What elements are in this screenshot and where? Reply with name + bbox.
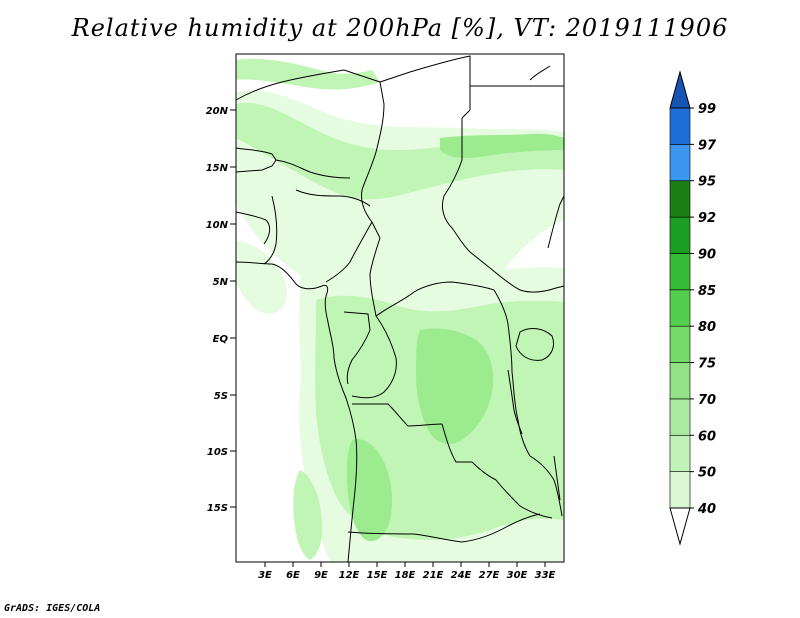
lon-label-3e: 3E [258,570,272,581]
border-drc-east [493,289,531,457]
lon-label-9e: 9E [314,570,328,581]
map-panel [235,53,565,563]
humidity-streak-southwest [293,470,323,560]
colorbar-labels: 40 50 60 70 75 80 85 90 92 95 97 99 [690,102,717,517]
lat-label-10n: 10N [206,220,229,231]
country-borders [235,55,565,563]
colorbar-segment [669,398,691,436]
colorbar-upper-arrow [669,70,691,109]
colorbar-label: 99 [698,102,716,117]
colorbar-label: 70 [698,393,716,408]
border-zambia-zimbabwe [461,513,541,543]
lat-label-eq: EQ [213,334,229,345]
humidity-fill-areas [236,58,564,562]
colorbar-segment [669,434,691,472]
border-sahara-north [235,147,277,173]
latitude-axis: 20N 15N 10N 5N EQ 5S 10S 15S [206,106,236,514]
lon-label-15e: 15E [367,570,388,581]
lon-label-18e: 18E [395,570,416,581]
colorbar-segment [669,180,691,218]
latitude-tick-marks [230,109,236,508]
colorbar-segment [669,289,691,327]
border-car-drc [375,281,495,317]
humidity-streak-south [346,439,392,542]
border-ethiopia-west [547,195,565,249]
border-nigeria-cameroon [325,221,373,283]
colorbar-label: 75 [698,357,716,372]
border-upper-west [235,211,271,245]
colorbar-label: 80 [698,320,716,335]
lat-label-5s: 5S [214,391,228,402]
longitude-tick-marks [264,562,546,567]
coastline-west-africa [235,261,358,563]
border-mali-algeria [235,69,381,101]
lat-label-5n: 5N [213,277,229,288]
coast-red-sea [529,65,551,81]
colorbar-label: 60 [698,429,716,444]
humidity-streak-central [416,328,494,445]
lat-label-10s: 10S [207,447,228,458]
lon-label-21e: 21E [423,570,444,581]
lon-label-6e: 6E [286,570,300,581]
colorbar-label: 90 [698,247,716,262]
colorbar-segment [669,144,691,182]
lake-tanganyika [507,369,523,435]
border-sudan-south [489,267,565,293]
map-title: Relative humidity at 200hPa [%], VT: 201… [71,14,729,42]
humidity-streak-west [236,240,287,314]
lat-label-15n: 15N [206,163,229,174]
colorbar-label: 40 [697,502,716,517]
colorbar-label: 85 [698,284,716,299]
border-libya-chad [379,55,471,119]
lon-label-12e: 12E [339,570,360,581]
border-zambia-south [495,479,553,519]
colorbar-segment [669,471,691,509]
border-algeria-niger [361,81,385,239]
colorbar-segment [669,107,691,145]
lon-label-33e: 33E [535,570,556,581]
border-angola-namibia [347,531,463,543]
colorbar-lower-arrow [669,507,691,546]
border-drc-angola-east [441,423,497,481]
border-angola-north [351,403,443,427]
grads-credit: GrADS: IGES/COLA [4,603,101,614]
border-cameroon-car [369,237,381,317]
colorbar-segment [669,325,691,363]
border-tanzania-mozambique [529,455,563,517]
lake-malawi [553,455,561,501]
humidity-band-north-top [236,58,380,90]
colorbar-segment [669,216,691,254]
border-mauritania-mali [275,159,351,179]
humidity-streak-northeast [440,133,564,158]
lon-label-30e: 30E [507,570,528,581]
colorbar-segment [669,253,691,291]
colorbar-segments [669,107,691,509]
lat-label-15s: 15S [207,503,228,514]
border-congo-gabon [343,311,371,385]
colorbar-label: 92 [698,211,716,226]
colorbar-label: 95 [698,175,716,190]
humidity-band-north-core [236,102,564,200]
colorbar-label: 97 [698,138,717,153]
longitude-axis: 3E 6E 9E 12E 15E 18E 21E 24E 27E 30E 33E [258,562,556,581]
colorbar: 40 50 60 70 75 80 85 90 92 95 97 99 [669,70,717,546]
lon-label-24e: 24E [451,570,472,581]
colorbar-segment [669,362,691,400]
border-chad-sudan [441,118,491,269]
border-nigeria-niger [295,189,371,207]
lat-label-20n: 20N [206,106,229,117]
map-frame [235,53,565,563]
border-ghana-coast [263,195,278,265]
lake-victoria [515,328,555,361]
colorbar-label: 50 [698,466,716,481]
border-drc-west [351,315,397,399]
lon-label-27e: 27E [479,570,500,581]
